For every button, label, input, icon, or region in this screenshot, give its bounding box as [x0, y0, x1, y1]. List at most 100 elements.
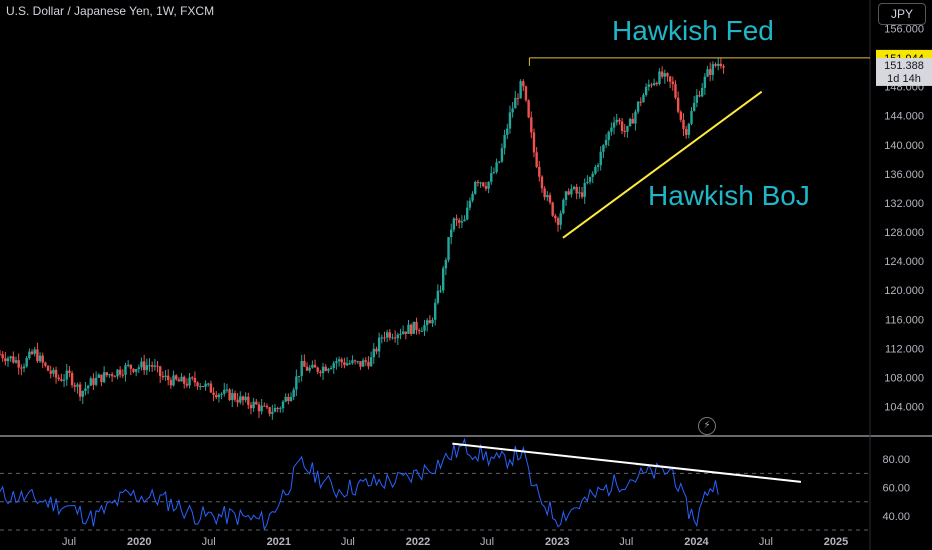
candle-body — [484, 186, 488, 189]
candle-body — [650, 84, 653, 86]
candle-body — [364, 360, 367, 362]
candle-body — [580, 192, 584, 197]
candle-body — [207, 383, 210, 385]
candle-body — [52, 369, 55, 374]
candle-body — [148, 365, 151, 367]
candle-body — [524, 86, 528, 101]
candle-body — [700, 87, 704, 97]
candle-body — [92, 378, 95, 385]
support-trendline[interactable] — [562, 90, 763, 239]
candle-body — [183, 376, 186, 384]
annotation-hawkish-fed: Hawkish Fed — [612, 15, 774, 46]
candle-body — [487, 181, 490, 189]
candle-body — [522, 81, 525, 87]
price-axis-tick-label: 144.000 — [884, 111, 924, 123]
candle-body — [316, 367, 319, 372]
candle-body — [425, 320, 429, 326]
candle-body — [84, 388, 87, 392]
candle-body — [428, 320, 432, 324]
candle-body — [393, 337, 397, 339]
candle-body — [612, 122, 616, 128]
candle-body — [303, 360, 306, 367]
candle-body — [519, 81, 522, 99]
candle-body — [567, 191, 570, 195]
candle-body — [583, 183, 586, 197]
candle-body — [313, 364, 317, 368]
candle-body — [420, 330, 424, 332]
candle-body — [540, 176, 544, 189]
candle-body — [292, 389, 295, 397]
candle-body — [498, 161, 501, 163]
candle-body — [706, 69, 709, 77]
candle-body — [506, 128, 509, 135]
candle-body — [423, 325, 426, 331]
candle-body — [233, 393, 237, 400]
candle-body — [716, 63, 720, 66]
candle-body — [287, 396, 290, 401]
candle-body — [482, 182, 485, 187]
candle-body — [658, 71, 661, 85]
candle-body — [188, 377, 191, 386]
candle-body — [490, 173, 493, 182]
candle-body — [94, 377, 98, 385]
time-axis-tick-label: Jul — [619, 536, 633, 548]
candle-body — [399, 334, 402, 336]
candle-body — [348, 363, 351, 365]
candle-body — [212, 392, 215, 395]
candle-body — [639, 101, 642, 103]
candle-body — [692, 102, 696, 111]
candle-body — [124, 365, 127, 375]
candle-body — [284, 396, 287, 402]
candle-body — [604, 139, 608, 146]
rsi-axis-tick-label: 40.00 — [882, 511, 910, 523]
candle-body — [279, 408, 282, 410]
candle-body — [185, 383, 189, 386]
candle-body — [548, 195, 552, 203]
candle-body — [150, 365, 154, 367]
candle-body — [164, 375, 167, 378]
candle-body — [260, 405, 263, 412]
candle-body — [199, 386, 202, 388]
candle-body — [556, 218, 560, 225]
candle-body — [546, 195, 549, 198]
candle-body — [687, 123, 691, 135]
candle-body — [532, 132, 536, 153]
candle-body — [674, 84, 677, 98]
candle-body — [343, 362, 346, 366]
candle-body — [554, 215, 557, 219]
candle-body — [305, 366, 309, 371]
candle-body — [209, 383, 213, 393]
candle-body — [89, 378, 92, 386]
chart-title: U.S. Dollar / Japanese Yen, 1W, FXCM — [6, 4, 215, 18]
candle-body — [508, 112, 512, 129]
price-axis-tick-label: 124.000 — [884, 256, 924, 268]
candle-body — [295, 376, 298, 390]
candle-body — [228, 389, 231, 401]
price-axis-tick-label: 120.000 — [884, 285, 924, 297]
currency-button[interactable]: JPY — [878, 3, 926, 25]
lightning-bolt-icon[interactable]: ⚡ — [698, 417, 716, 435]
last-price-badge — [876, 57, 932, 86]
candle-body — [134, 369, 138, 372]
candle-body — [142, 361, 146, 371]
candle-body — [607, 131, 610, 140]
candle-body — [578, 192, 581, 194]
candle-body — [602, 145, 605, 152]
candle-body — [460, 221, 464, 223]
candle-body — [118, 369, 122, 375]
candle-body — [177, 379, 181, 382]
price-axis-tick-label: 140.000 — [884, 140, 924, 152]
candle-body — [631, 118, 634, 124]
candle-body — [20, 367, 23, 369]
candle-body — [559, 213, 562, 225]
candle-body — [300, 360, 303, 376]
candle-body — [474, 182, 477, 194]
time-axis-tick-label: Jul — [202, 536, 216, 548]
candle-body — [172, 375, 175, 386]
price-axis-tick-label: 112.000 — [885, 343, 924, 355]
rsi-divergence-line[interactable] — [452, 442, 802, 483]
rsi-axis-tick-label: 80.00 — [882, 454, 910, 466]
price-axis-tick-label: 116.000 — [885, 314, 924, 326]
candle-body — [110, 374, 114, 377]
